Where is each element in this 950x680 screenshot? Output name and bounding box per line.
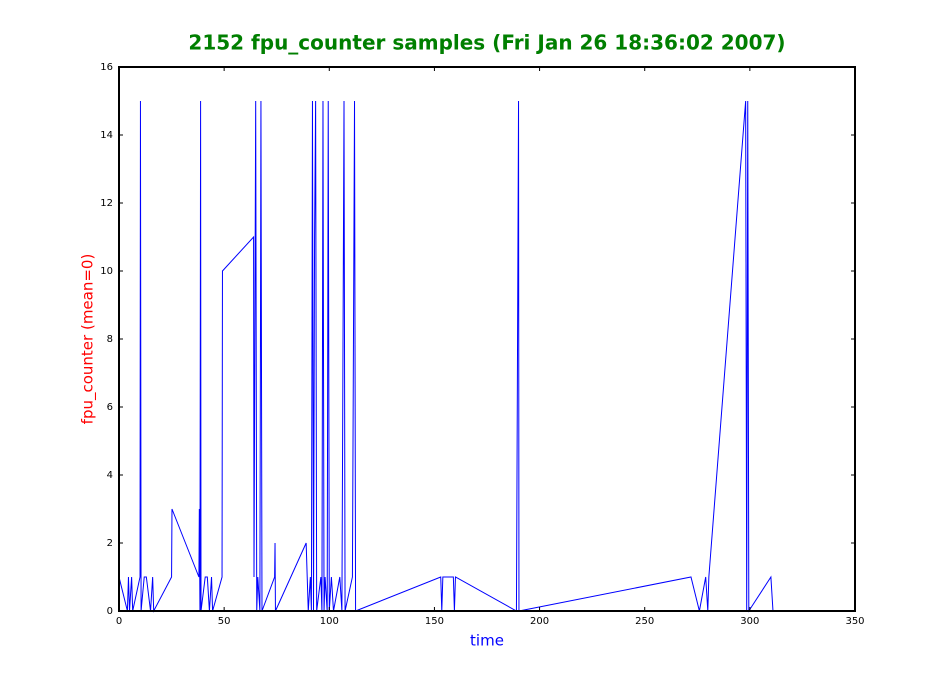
y-tick-label: 10: [100, 266, 113, 277]
x-tick-label: 350: [845, 616, 864, 627]
x-tick-label: 0: [116, 616, 122, 627]
x-tick-label: 250: [635, 616, 654, 627]
y-axis-label: fpu_counter (mean=0): [79, 254, 98, 425]
y-tick-label: 16: [100, 62, 113, 73]
y-tick-label: 0: [107, 606, 113, 617]
chart-title: 2152 fpu_counter samples (Fri Jan 26 18:…: [188, 31, 785, 55]
y-tick-label: 8: [107, 334, 113, 345]
y-tick-label: 14: [100, 130, 113, 141]
x-tick-label: 200: [530, 616, 549, 627]
x-tick-label: 50: [218, 616, 231, 627]
x-tick-label: 150: [425, 616, 444, 627]
y-tick-label: 4: [107, 470, 113, 481]
y-tick-label: 2: [107, 538, 113, 549]
x-tick-label: 100: [320, 616, 339, 627]
x-tick-label: 300: [740, 616, 759, 627]
plot-frame: [118, 66, 856, 612]
y-tick-label: 12: [100, 198, 113, 209]
y-tick-label: 6: [107, 402, 113, 413]
data-line: [118, 100, 774, 613]
x-axis-label: time: [470, 632, 504, 650]
